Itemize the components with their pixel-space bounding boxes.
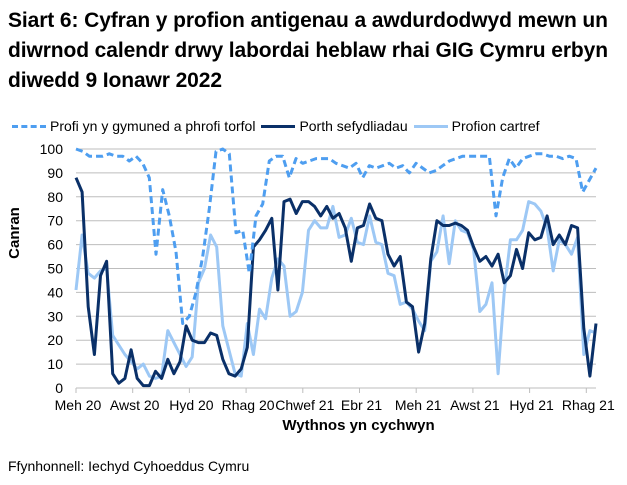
x-axis-label: Wythnos yn cychwyn [282, 417, 435, 434]
x-tick-label: Rhag 20 [222, 397, 275, 413]
source-note: Ffynhonnell: Iechyd Cyhoeddus Cymru [8, 458, 250, 474]
y-tick-label: 60 [47, 237, 63, 253]
series-line-1 [74, 177, 598, 388]
solid-line-icon [413, 124, 448, 128]
legend-label: Profion cartref [451, 118, 540, 134]
y-tick-label: 10 [47, 356, 63, 372]
x-tick-label: Meh 21 [395, 397, 442, 413]
y-tick-label: 50 [47, 261, 63, 277]
x-tick-label: Ebr 21 [341, 397, 382, 413]
legend-item-organisations: Porth sefydliadau [261, 118, 408, 134]
x-tick-label: Chwef 21 [275, 397, 334, 413]
y-tick-label: 40 [47, 284, 63, 300]
y-tick-label: 30 [47, 308, 63, 324]
series-line-2 [74, 200, 597, 380]
y-tick-label: 100 [40, 141, 64, 157]
legend-item-home: Profion cartref [413, 118, 540, 134]
y-tick-label: 70 [47, 213, 63, 229]
legend-label: Porth sefydliadau [299, 118, 408, 134]
y-tick-label: 20 [47, 332, 63, 348]
x-tick-label: Hyd 21 [509, 397, 554, 413]
y-tick-label: 80 [47, 189, 63, 205]
chart-title: Siart 6: Cyfran y profion antigenau a aw… [8, 9, 608, 92]
series-line-0 [75, 147, 598, 325]
y-tick-label: 90 [47, 165, 63, 181]
x-tick-label: Awst 20 [110, 397, 160, 413]
x-tick-label: Meh 20 [55, 397, 102, 413]
y-tick-label: 0 [55, 380, 63, 396]
legend: Profi yn y gymuned a phrofi torfol Porth… [12, 116, 546, 136]
x-tick-label: Rhag 21 [562, 397, 615, 413]
x-tick-label: Awst 21 [450, 397, 500, 413]
solid-line-icon [261, 124, 296, 128]
x-tick-label: Hyd 20 [169, 397, 214, 413]
y-axis-label: Canran [6, 207, 23, 259]
legend-item-community: Profi yn y gymuned a phrofi torfol [12, 118, 255, 134]
dashed-line-icon [12, 124, 46, 128]
legend-label: Profi yn y gymuned a phrofi torfol [50, 118, 256, 134]
